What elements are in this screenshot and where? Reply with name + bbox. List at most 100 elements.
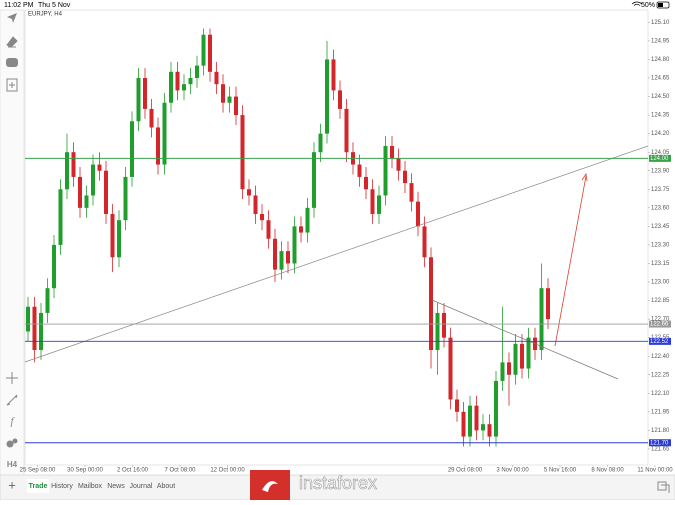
trend-line <box>431 299 619 380</box>
tool-marker[interactable] <box>6 36 18 48</box>
candle-body <box>494 380 498 437</box>
candle-body <box>260 214 264 221</box>
candle-body <box>214 71 219 85</box>
tab[interactable]: Journal <box>130 483 153 490</box>
tool-new[interactable] <box>6 78 18 92</box>
candle-body <box>234 96 238 116</box>
candle-body <box>65 152 69 190</box>
x-tick-label: 7 Oct 08:00 <box>164 468 196 474</box>
arrow-head <box>581 172 588 182</box>
candle-body <box>546 288 550 320</box>
candle-body <box>364 176 368 190</box>
candle-body <box>455 399 459 412</box>
tool-indicators[interactable]: f <box>10 416 15 428</box>
tool-crosshair[interactable] <box>6 372 18 384</box>
level-label-bg <box>649 154 671 162</box>
status-time: 11:02 PM <box>4 2 34 9</box>
x-tick-label: 25 Sep 08:00 <box>20 468 56 474</box>
y-tick-label: 124.05 <box>651 150 670 156</box>
watermark: instaforex <box>299 473 377 493</box>
candle-body <box>344 108 349 153</box>
candle-body <box>39 312 43 351</box>
tab[interactable]: News <box>107 483 125 490</box>
add-button[interactable]: + <box>8 477 16 492</box>
y-tick-label: 123.90 <box>651 168 670 174</box>
battery-icon <box>656 1 670 9</box>
candle-body <box>97 164 102 171</box>
tool-new-plus <box>9 82 15 88</box>
candle-body <box>422 226 427 258</box>
chart-title: EURJPY, H4 <box>28 12 63 18</box>
x-tick-label: 30 Sep 00:00 <box>67 468 103 474</box>
toolbar <box>0 9 25 476</box>
y-tick-label: 123.45 <box>651 224 670 230</box>
tab[interactable]: Trade <box>29 483 48 490</box>
tab[interactable]: Mailbox <box>78 483 103 490</box>
x-tick-label: 29 Oct 08:00 <box>448 468 483 474</box>
candle-body <box>188 78 193 85</box>
level-label-bg <box>649 439 671 447</box>
candle-body <box>149 108 154 128</box>
candle-body <box>227 96 232 103</box>
x-tick-label: 8 Nov 08:00 <box>591 468 624 474</box>
trend-line <box>24 145 649 363</box>
candle-body <box>390 146 394 159</box>
y-tick-label: 122.40 <box>651 354 670 360</box>
level-label: 121.70 <box>650 440 669 446</box>
tool-line[interactable] <box>6 394 18 406</box>
layout-icon[interactable] <box>657 481 670 493</box>
candle-body <box>403 170 407 184</box>
candle-body <box>273 238 277 270</box>
y-tick-label: 123.15 <box>651 261 670 267</box>
candle-body <box>474 405 479 431</box>
status-bar <box>0 0 675 10</box>
candle-body <box>162 102 167 165</box>
y-tick-label: 121.80 <box>651 428 670 434</box>
tool-chat[interactable] <box>6 58 18 67</box>
candle-body <box>286 251 290 264</box>
y-tick-label: 124.50 <box>651 94 670 100</box>
candle-body <box>481 424 485 431</box>
y-tick-label: 122.10 <box>651 391 670 397</box>
tool-objects[interactable] <box>6 440 14 448</box>
x-tick-label: 5 Nov 16:00 <box>544 468 577 474</box>
candle-body <box>487 424 492 437</box>
tool-timeframe[interactable]: H4 <box>7 460 18 469</box>
level-label: 122.66 <box>650 322 669 328</box>
candle-body <box>429 257 433 351</box>
candle-body <box>169 71 173 103</box>
candle-body <box>416 201 420 227</box>
candle-body <box>136 78 141 122</box>
candle-body <box>520 343 524 369</box>
candle-body <box>507 362 511 375</box>
tool-cursor[interactable] <box>7 13 17 23</box>
x-tick-label: 11 Nov 00:00 <box>637 468 673 474</box>
candle-body <box>91 164 95 196</box>
y-tick-label: 124.20 <box>651 131 670 137</box>
candle-body <box>143 78 147 109</box>
y-tick-label: 124.80 <box>651 57 670 63</box>
candle-body <box>117 220 121 258</box>
candle-body <box>221 84 225 103</box>
candle-body <box>292 226 297 264</box>
candle-body <box>377 195 381 215</box>
tool-objects-2 <box>12 438 18 444</box>
candle-body <box>45 288 50 313</box>
candle-body <box>208 34 212 72</box>
status-battery: 50% <box>641 2 655 9</box>
candle-body <box>513 343 518 375</box>
candle-body <box>84 195 89 208</box>
y-tick-label: 123.00 <box>651 280 670 286</box>
candle-body <box>195 65 199 79</box>
tab[interactable]: History <box>51 483 73 490</box>
x-tick-label: 3 Nov 00:00 <box>496 468 529 474</box>
tab[interactable]: About <box>157 483 175 490</box>
candle-body <box>396 158 401 171</box>
candle-body <box>409 183 414 202</box>
candle-body <box>461 411 466 437</box>
candle-body <box>448 337 453 400</box>
candle-body <box>71 152 76 177</box>
candle-body <box>370 189 375 215</box>
active-tab-bg <box>27 479 49 493</box>
